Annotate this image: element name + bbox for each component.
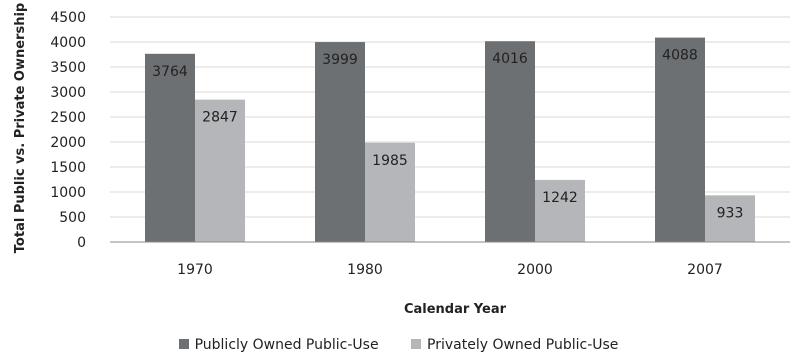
y-tick-label: 3000 xyxy=(50,85,86,101)
x-tick-label: 1980 xyxy=(347,262,383,278)
y-tick-label: 0 xyxy=(77,235,86,251)
legend-item-private: Privately Owned Public-Use xyxy=(411,337,618,353)
data-labels: 3764 2847 3999 1985 4016 1242 4088 933 xyxy=(152,48,743,222)
legend-label-public: Publicly Owned Public-Use xyxy=(194,337,379,353)
y-tick-label: 1500 xyxy=(50,160,86,176)
y-tick-label: 500 xyxy=(59,210,86,226)
data-label: 1985 xyxy=(372,153,408,169)
y-tick-label: 2500 xyxy=(50,110,86,126)
y-axis-ticks: 0 500 1000 1500 2000 2500 3000 3500 4000 4500 xyxy=(50,10,86,251)
data-label: 4088 xyxy=(662,48,698,64)
bar-public-1970 xyxy=(145,53,195,242)
legend: Publicly Owned Public-Use Privately Owne… xyxy=(0,337,797,353)
y-tick-label: 1000 xyxy=(50,185,86,201)
x-tick-label: 1970 xyxy=(177,262,213,278)
bar-chart: 0 500 1000 1500 2000 2500 3000 3500 4000 4500 376… xyxy=(13,3,790,317)
bar-private-1970 xyxy=(195,99,245,243)
y-tick-label: 2000 xyxy=(50,135,86,151)
x-axis-title: Calendar Year xyxy=(404,302,507,317)
bar-public-2007 xyxy=(655,37,705,242)
bars xyxy=(145,37,755,243)
bar-private-1980 xyxy=(365,142,415,242)
data-label: 933 xyxy=(717,205,744,221)
bar-private-2000 xyxy=(535,179,585,242)
data-label: 3764 xyxy=(152,64,188,80)
x-tick-label: 2000 xyxy=(517,262,553,278)
x-tick-label: 2007 xyxy=(687,262,723,278)
bar-public-2000 xyxy=(485,41,535,243)
y-axis-title: Total Public vs. Private Ownership xyxy=(13,3,28,253)
data-label: 2847 xyxy=(202,110,238,126)
data-label: 3999 xyxy=(322,52,358,68)
bar-public-1980 xyxy=(315,42,365,242)
legend-item-public: Publicly Owned Public-Use xyxy=(178,337,379,353)
y-tick-label: 4000 xyxy=(50,35,86,51)
data-label: 1242 xyxy=(542,190,578,206)
legend-label-private: Privately Owned Public-Use xyxy=(427,337,619,353)
x-axis-ticks: 1970 1980 2000 2007 xyxy=(177,262,723,278)
y-tick-label: 4500 xyxy=(50,10,86,26)
legend-swatch-public xyxy=(178,339,189,349)
legend-swatch-private xyxy=(411,339,422,349)
bar-private-2007 xyxy=(705,195,755,242)
y-tick-label: 3500 xyxy=(50,60,86,76)
data-label: 4016 xyxy=(492,51,528,67)
